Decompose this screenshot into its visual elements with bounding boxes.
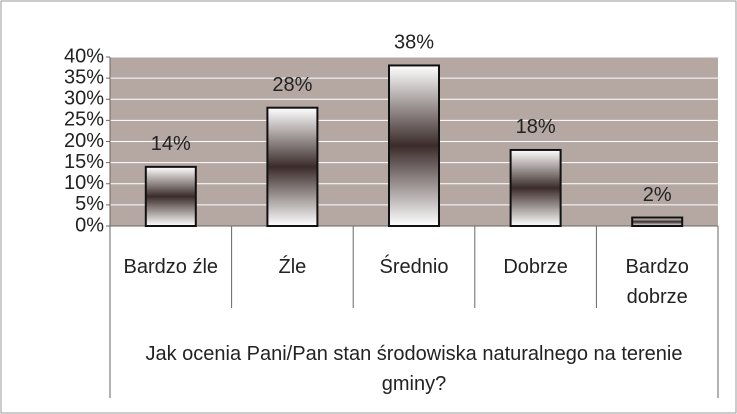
bar (509, 148, 562, 227)
bar (631, 216, 684, 228)
line: dobrze (627, 286, 688, 308)
y-tick-label: 30% (64, 88, 104, 110)
line: Średnio (380, 254, 449, 278)
line: Jak ocenia Pani/Pan stan środowiska natu… (145, 343, 682, 365)
y-tick-label: 0% (75, 214, 104, 236)
y-tick-label: 40% (64, 45, 104, 67)
line: Dobrze (503, 256, 567, 278)
line: Źle (279, 255, 307, 278)
y-tick-label: 10% (64, 172, 104, 194)
data-label: 14% (151, 133, 191, 155)
data-label: 2% (643, 184, 672, 206)
data-label: 28% (272, 74, 312, 96)
line: gminy? (382, 373, 446, 395)
bar (388, 64, 440, 227)
line: Bardzo (626, 256, 689, 278)
line: Bardzo źle (124, 256, 219, 278)
y-tick-label: 5% (75, 193, 104, 215)
y-tick-label: 20% (64, 130, 104, 152)
x-tick-label: Średnio (380, 254, 449, 278)
y-tick-label: 35% (64, 66, 104, 88)
bar (144, 165, 197, 228)
data-label: 18% (516, 116, 556, 138)
x-tick-label: Bardzo dobrze (626, 256, 689, 308)
x-tick-label: Dobrze (503, 256, 567, 278)
y-tick-label: 15% (64, 151, 104, 173)
x-axis-label: Jak ocenia Pani/Pan stan środowiska natu… (145, 343, 682, 395)
x-tick-label: Bardzo źle (124, 256, 219, 278)
y-tick-label: 25% (64, 109, 104, 131)
bar (266, 106, 319, 227)
x-tick-label: Źle (279, 255, 307, 278)
data-label: 38% (394, 32, 434, 54)
